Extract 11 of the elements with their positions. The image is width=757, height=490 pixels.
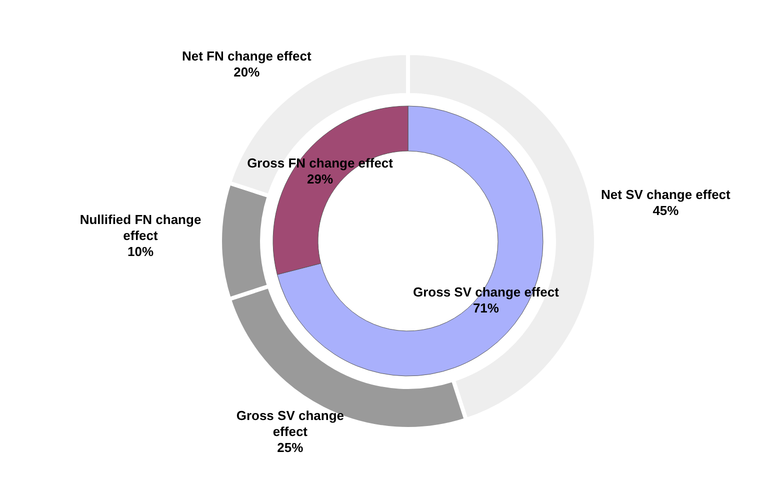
data-label: 29% (307, 172, 334, 187)
slice-label: Nullified FN change effect (80, 212, 202, 243)
data-label: 71% (472, 300, 500, 316)
slice-label: Gross SV change effect (412, 284, 560, 300)
slice-label: Gross SV change effect (236, 408, 344, 440)
slice-label: Net FN change effect (182, 48, 312, 64)
data-label: 10% (127, 244, 154, 259)
data-label: 45% (652, 202, 680, 218)
data-label: 20% (234, 64, 260, 80)
slice-label: Net SV change effect (601, 186, 732, 202)
data-label: 25% (277, 440, 304, 456)
